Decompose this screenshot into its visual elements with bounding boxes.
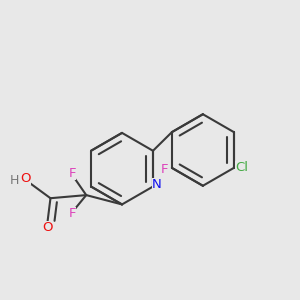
Text: H: H (10, 174, 20, 187)
Text: N: N (152, 178, 162, 191)
Text: O: O (20, 172, 31, 185)
Text: Cl: Cl (235, 161, 248, 174)
Text: O: O (42, 221, 52, 234)
Text: F: F (68, 207, 76, 220)
Text: F: F (68, 167, 76, 179)
Text: F: F (160, 163, 168, 176)
